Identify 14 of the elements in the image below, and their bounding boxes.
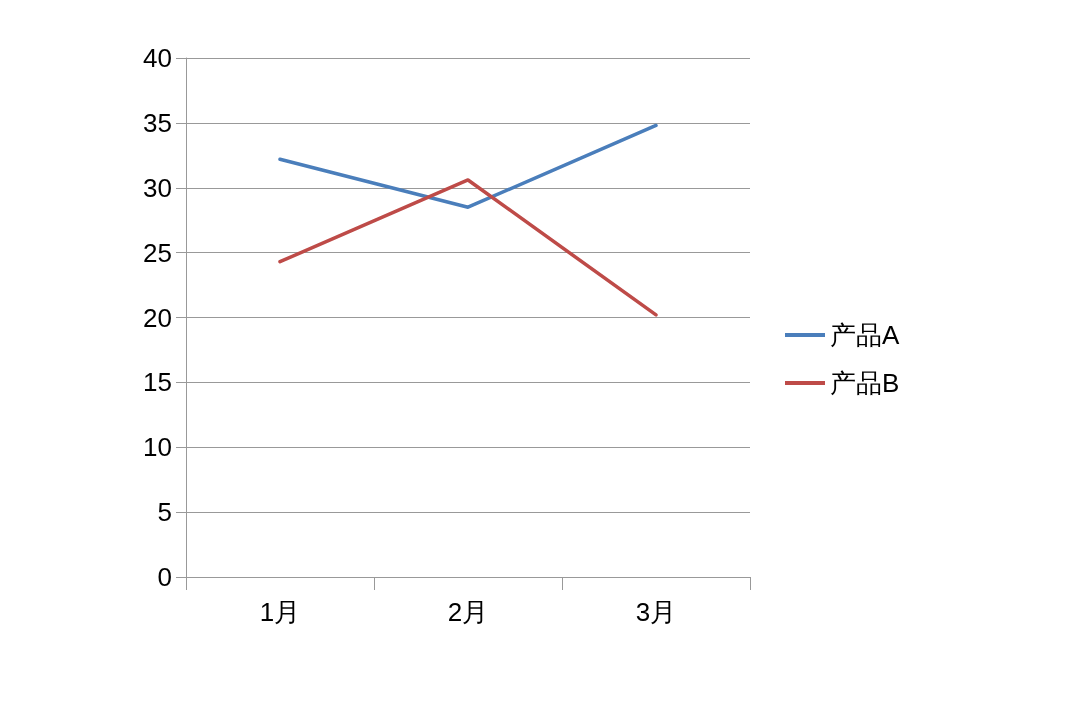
y-tick-label: 30 — [143, 172, 172, 203]
y-tick-label: 10 — [143, 432, 172, 463]
y-tick-label: 35 — [143, 107, 172, 138]
y-tick-label: 20 — [143, 302, 172, 333]
x-tick-label: 1月 — [259, 597, 301, 627]
legend-label: 产品B — [830, 368, 900, 398]
y-tick-label: 25 — [143, 237, 172, 268]
y-tick-label: 0 — [157, 562, 172, 592]
y-tick-label: 40 — [143, 43, 172, 73]
y-tick-label: 5 — [157, 497, 172, 528]
legend-label: 产品A — [830, 320, 900, 350]
y-tick-label: 15 — [143, 367, 172, 398]
x-tick-label: 2月 — [447, 597, 489, 627]
x-tick-label: 3月 — [635, 597, 677, 627]
